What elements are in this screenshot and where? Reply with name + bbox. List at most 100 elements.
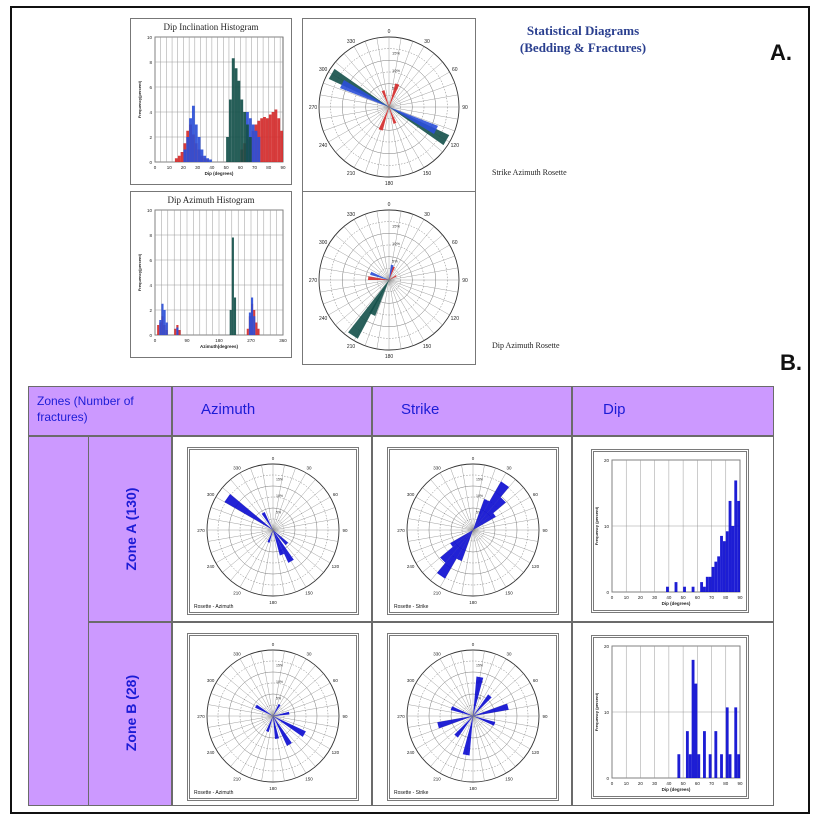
section-b-label: B. <box>780 350 802 375</box>
y-axis-label: Frequency(percent) <box>137 253 142 291</box>
rose-angle-label: 330 <box>233 466 241 471</box>
rose-spoke <box>388 279 425 341</box>
x-tick-label: 20 <box>181 165 187 170</box>
x-tick-label: 60 <box>238 165 244 170</box>
histogram-bar <box>246 328 249 335</box>
x-tick-label: 0 <box>154 165 157 170</box>
rose-radial-label: 15% <box>276 478 283 482</box>
histogram-bar <box>248 312 251 335</box>
histogram-bar <box>194 124 198 162</box>
histogram-bar <box>691 659 695 778</box>
histogram-bar <box>206 158 210 162</box>
rose-petal <box>273 530 289 546</box>
histogram-bar <box>191 105 195 162</box>
rose-angle-label: 0 <box>272 456 275 461</box>
histogram-bar <box>737 754 740 778</box>
rose-spoke <box>272 529 336 553</box>
rose-spoke <box>422 673 474 717</box>
rose-angle-label: 270 <box>197 714 205 719</box>
rose-spoke <box>210 529 274 553</box>
rose-spoke <box>388 106 435 161</box>
y-axis-label: Frequency(percent) <box>137 80 142 118</box>
zone-b-strike-rosette: 03060901201501802102402703003305%10%15%R… <box>394 642 548 796</box>
rose-petal <box>462 716 473 756</box>
histogram-bar <box>703 731 706 778</box>
zone-b-azimuth-rosette: 0 30 60 90 120 150 180 210 240 270 300 330 5% 10% 15% R… <box>194 642 348 796</box>
rose-spoke <box>388 279 414 346</box>
rose-spoke <box>335 234 390 281</box>
rose-caption: Rosette - Azimuth <box>194 604 234 610</box>
histogram-bar <box>200 149 204 162</box>
zone-a-azimuth-rosette: 0 30 60 90 120 150 180 210 240 270 300 330 5% 10% 15% R… <box>194 456 348 610</box>
rose-angle-label: 300 <box>319 67 328 73</box>
rose-spoke <box>272 496 331 531</box>
header-zones-line-1: Zones (Number of <box>37 394 134 408</box>
header-dip: Dip <box>572 386 774 436</box>
rose-angle-label: 120 <box>451 316 460 322</box>
y-tick-label: 4 <box>149 110 152 115</box>
rose-spoke <box>239 529 274 588</box>
rose-radial-label: 5% <box>476 511 481 515</box>
rose-petal <box>473 703 509 716</box>
histogram-bar <box>180 152 184 162</box>
rose-spoke <box>450 653 474 717</box>
rose-angle-label: 90 <box>342 714 348 719</box>
histogram-bar <box>228 99 232 162</box>
header-azimuth: Azimuth <box>172 386 372 436</box>
rose-spoke <box>388 106 455 132</box>
rose-spoke <box>272 715 316 767</box>
zone-a-strike-rosette: 0 30 60 90 120 150 180 210 240 270 300 330 5% 10% 15% R… <box>394 456 548 610</box>
rose-spoke <box>272 715 324 759</box>
rose-spoke <box>439 529 474 588</box>
rose-spoke <box>388 279 435 334</box>
rose-angle-label: 90 <box>542 714 548 719</box>
rose-spoke <box>388 106 425 168</box>
rose-caption: Rosette - Strike <box>394 604 429 610</box>
rose-spoke <box>410 715 474 739</box>
histogram-bar <box>254 130 258 162</box>
rose-radial-label: 5% <box>276 697 281 701</box>
rose-angle-label: 210 <box>347 171 356 177</box>
x-tick-label: 50 <box>224 165 230 170</box>
histogram-bar <box>728 754 732 778</box>
rose-angle-label: 330 <box>347 39 356 45</box>
dip-inclination-histogram: 0 2 4 6 8 10 0 10 20 30 40 50 60 70 80 90 Dip (degrees) F… <box>137 35 286 176</box>
rose-angle-label: 90 <box>542 528 548 533</box>
rose-petal <box>473 513 496 530</box>
rose-spoke <box>461 529 474 596</box>
rose-spoke <box>328 244 390 281</box>
rose-spoke <box>472 715 531 750</box>
rose-angle-label: 60 <box>533 492 539 497</box>
histogram-bar <box>251 124 255 162</box>
rose-petal <box>389 266 395 280</box>
rose-spoke <box>272 650 285 717</box>
rose-spoke <box>272 529 285 596</box>
histogram-bar <box>189 118 192 162</box>
histogram-bar <box>691 586 695 592</box>
rose-angle-label: 30 <box>306 652 312 657</box>
zone-column-spacer <box>28 436 88 806</box>
rose-spoke <box>472 467 496 531</box>
rose-spoke <box>461 650 474 717</box>
rose-spoke <box>472 682 531 717</box>
rose-spoke <box>353 219 390 281</box>
header-strike-text: Strike <box>401 401 440 418</box>
rose-radial-label: 5% <box>476 697 481 701</box>
rose-angle-label: 240 <box>319 316 328 322</box>
y-tick-label: 0 <box>149 333 152 338</box>
rose-spoke <box>472 715 507 774</box>
rose-spoke <box>230 665 274 717</box>
title-line-2: (Bedding & Fractures) <box>519 40 647 55</box>
x-tick-label: 30 <box>652 595 658 600</box>
rose-spoke <box>272 518 339 531</box>
rose-angle-label: 0 <box>472 642 475 647</box>
rose-angle-label: 150 <box>423 344 432 350</box>
rose-spoke <box>323 82 390 108</box>
y-tick-label: 10 <box>147 208 153 213</box>
histogram-bar <box>197 137 201 162</box>
rose-spoke <box>407 518 474 531</box>
rose-spoke <box>328 106 390 143</box>
zones-table: Zones (Number of fractures) Azimuth Stri… <box>28 386 774 806</box>
rose-radial-label: 10% <box>276 680 283 684</box>
rose-angle-label: 60 <box>333 492 339 497</box>
